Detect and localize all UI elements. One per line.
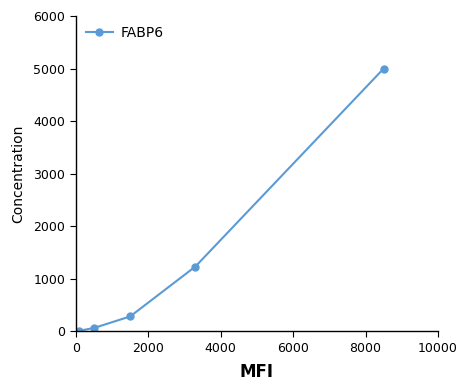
Y-axis label: Concentration: Concentration — [11, 124, 25, 223]
FABP6 — [91, 326, 97, 330]
FABP6 — [128, 314, 133, 319]
FABP6 — [381, 66, 386, 71]
FABP6 — [193, 264, 198, 269]
FABP6 — [76, 328, 82, 333]
Line: FABP6: FABP6 — [76, 65, 387, 334]
Legend: FABP6: FABP6 — [80, 20, 169, 45]
X-axis label: MFI: MFI — [240, 363, 274, 381]
